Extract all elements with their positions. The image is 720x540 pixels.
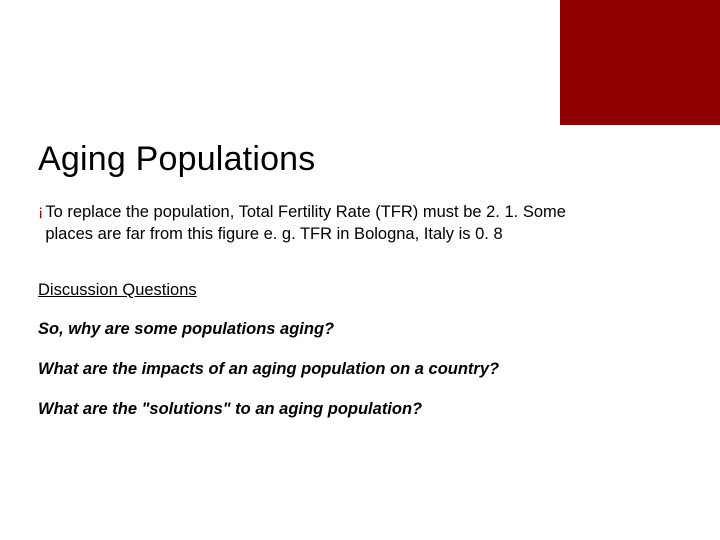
discussion-subheading: Discussion Questions [38, 281, 598, 300]
discussion-question: What are the "solutions" to an aging pop… [38, 398, 598, 420]
slide-content: Aging Populations ¡ To replace the popul… [38, 140, 598, 438]
bullet-glyph: ¡ [38, 201, 43, 223]
discussion-question: So, why are some populations aging? [38, 318, 598, 340]
bullet-item: ¡ To replace the population, Total Ferti… [38, 201, 598, 245]
discussion-question: What are the impacts of an aging populat… [38, 358, 598, 380]
bullet-text: To replace the population, Total Fertili… [45, 201, 598, 245]
slide-title: Aging Populations [38, 140, 598, 179]
corner-accent-block [560, 0, 720, 125]
